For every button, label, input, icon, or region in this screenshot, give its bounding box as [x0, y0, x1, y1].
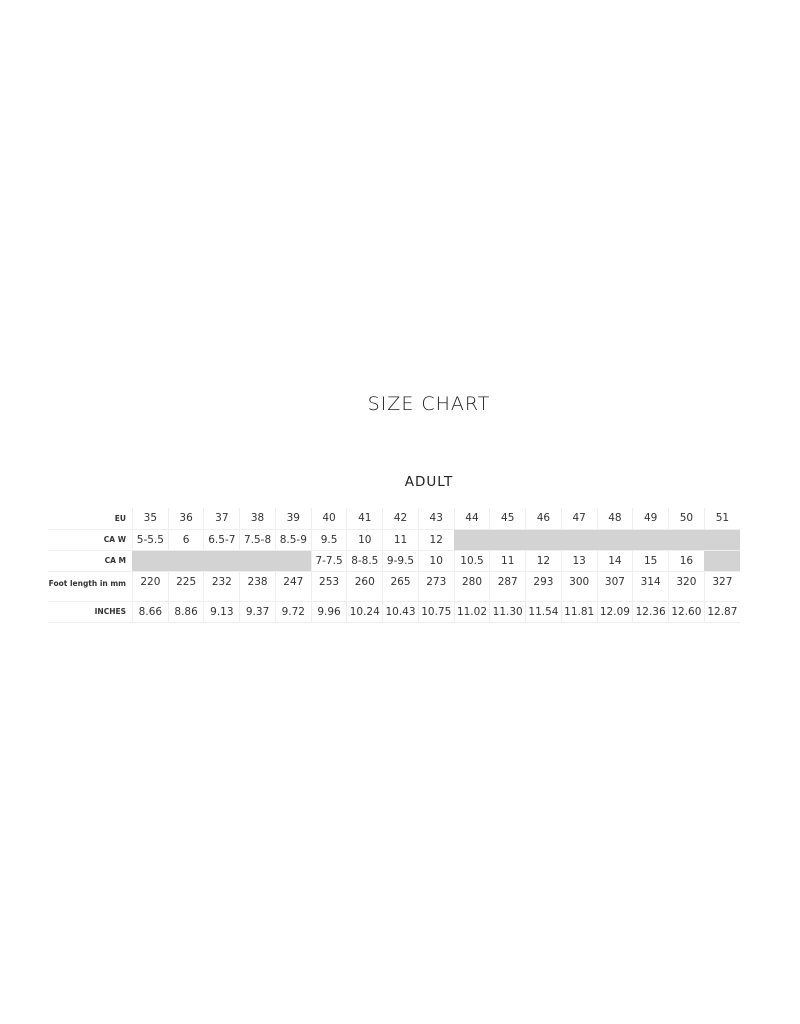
table-cell: 260 [346, 571, 383, 602]
table-cell: 14 [596, 550, 633, 572]
table-cell: 320 [668, 571, 705, 602]
table-cell: 12.36 [632, 601, 669, 623]
table-cell: 9.5 [310, 529, 347, 551]
row-label: INCHES [48, 601, 133, 623]
table-cell: 12.87 [703, 601, 740, 623]
page-title: SIZE CHART [367, 393, 491, 415]
table-cell: 9.96 [310, 601, 347, 623]
table-row: CA M 7-7.5 8-8.5 9-9.5 10 10.5 11 12 13 14 15 16 [48, 550, 740, 572]
unavailable-cell [703, 550, 740, 572]
table-cell: 307 [596, 571, 633, 602]
table-cell: 12.60 [668, 601, 705, 623]
table-cell: 265 [382, 571, 419, 602]
table-cell: 10.24 [346, 601, 383, 623]
table-cell: 8.66 [132, 601, 169, 623]
size-chart-table: EU 35 36 37 38 39 40 41 42 43 44 45 46 47 48 49 50 51 CA W… [48, 508, 740, 623]
table-cell: 9.13 [203, 601, 240, 623]
table-cell: 6 [167, 529, 204, 551]
table-cell: 15 [632, 550, 669, 572]
row-label: CA W [48, 529, 133, 551]
table-cell: 46 [525, 508, 562, 530]
unavailable-cell [560, 529, 598, 551]
table-cell: 11.30 [489, 601, 526, 623]
table-cell: 6.5-7 [203, 529, 240, 551]
table-cell: 225 [167, 571, 204, 602]
unavailable-cell [489, 529, 526, 551]
table-cell: 293 [525, 571, 562, 602]
table-row: Foot length in mm 220 225 232 238 247 253 260 26… [48, 571, 740, 602]
table-cell: 247 [274, 571, 312, 602]
table-cell: 11 [489, 550, 526, 572]
table-cell: 253 [310, 571, 347, 602]
row-label: EU [48, 508, 133, 530]
unavailable-cell [453, 529, 490, 551]
table-cell: 12 [525, 550, 562, 572]
table-cell: 40 [310, 508, 347, 530]
table-cell: 37 [203, 508, 240, 530]
table-cell: 287 [489, 571, 526, 602]
table-cell: 11 [382, 529, 419, 551]
table-cell: 9.72 [274, 601, 312, 623]
table-cell: 39 [274, 508, 312, 530]
unavailable-cell [274, 550, 312, 572]
table-cell: 49 [632, 508, 669, 530]
table-row: INCHES 8.66 8.86 9.13 9.37 9.72 9.96 10.24 10.43… [48, 601, 740, 623]
table-cell: 41 [346, 508, 383, 530]
table-cell: 280 [453, 571, 490, 602]
unavailable-cell [632, 529, 669, 551]
unavailable-cell [167, 550, 204, 572]
unavailable-cell [668, 529, 705, 551]
table-cell: 220 [132, 571, 169, 602]
table-cell: 232 [203, 571, 240, 602]
unavailable-cell [525, 529, 562, 551]
table-cell: 50 [668, 508, 705, 530]
table-cell: 8.86 [167, 601, 204, 623]
table-cell: 7.5-8 [239, 529, 276, 551]
table-cell: 10.43 [382, 601, 419, 623]
unavailable-cell [203, 550, 240, 572]
table-cell: 10 [417, 550, 455, 572]
table-cell: 12 [417, 529, 455, 551]
table-cell: 327 [703, 571, 740, 602]
table-cell: 273 [417, 571, 455, 602]
row-label: Foot length in mm [48, 571, 133, 602]
table-cell: 10.5 [453, 550, 490, 572]
table-cell: 7-7.5 [310, 550, 347, 572]
table-cell: 38 [239, 508, 276, 530]
section-title: ADULT [404, 474, 454, 490]
table-cell: 300 [560, 571, 598, 602]
table-cell: 42 [382, 508, 419, 530]
table-cell: 314 [632, 571, 669, 602]
table-cell: 9-9.5 [382, 550, 419, 572]
table-cell: 47 [560, 508, 598, 530]
table-cell: 16 [668, 550, 705, 572]
table-cell: 51 [703, 508, 740, 530]
table-cell: 45 [489, 508, 526, 530]
table-cell: 9.37 [239, 601, 276, 623]
unavailable-cell [703, 529, 740, 551]
table-cell: 238 [239, 571, 276, 602]
table-row: EU 35 36 37 38 39 40 41 42 43 44 45 46 47 48 49 50 51 [48, 508, 740, 530]
table-cell: 48 [596, 508, 633, 530]
table-cell: 11.02 [453, 601, 490, 623]
table-cell: 13 [560, 550, 598, 572]
unavailable-cell [132, 550, 169, 572]
unavailable-cell [596, 529, 633, 551]
table-cell: 11.54 [525, 601, 562, 623]
row-label: CA M [48, 550, 133, 572]
table-cell: 11.81 [560, 601, 598, 623]
table-cell: 10 [346, 529, 383, 551]
table-cell: 12.09 [596, 601, 633, 623]
table-row: CA W 5-5.5 6 6.5-7 7.5-8 8.5-9 9.5 10 11 12 [48, 529, 740, 551]
table-cell: 36 [167, 508, 204, 530]
table-cell: 10.75 [417, 601, 455, 623]
table-cell: 8.5-9 [274, 529, 312, 551]
table-cell: 35 [132, 508, 169, 530]
table-cell: 44 [453, 508, 490, 530]
unavailable-cell [239, 550, 276, 572]
table-cell: 5-5.5 [132, 529, 169, 551]
table-cell: 43 [417, 508, 455, 530]
table-cell: 8-8.5 [346, 550, 383, 572]
